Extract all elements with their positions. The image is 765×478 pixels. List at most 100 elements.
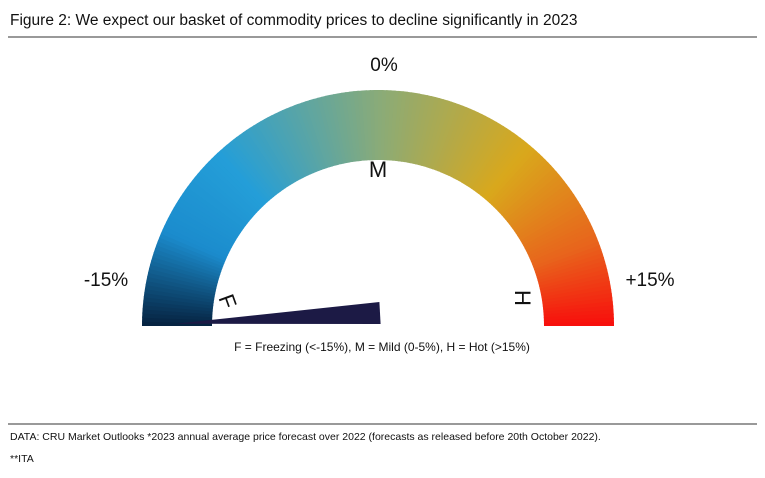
arc-segment [520, 204, 583, 244]
arc-segment [515, 194, 577, 237]
gauge-arc [142, 89, 614, 326]
arc-segment [246, 127, 289, 189]
needle [175, 302, 381, 324]
arc-segment [495, 159, 549, 212]
arc-segment [530, 233, 598, 265]
arc-segment [450, 113, 487, 179]
arc-segment [152, 251, 221, 278]
arc-segment [211, 155, 264, 209]
arc-segment [499, 165, 555, 216]
arc-segment [475, 135, 522, 194]
arc-segment [536, 257, 606, 282]
arc-segment [177, 196, 240, 239]
arc-segment [171, 206, 235, 246]
arc-segment [480, 140, 528, 198]
arc-segment [267, 115, 304, 180]
zone-label: M [369, 157, 387, 182]
arc-segment [205, 161, 260, 213]
arc-segment [305, 99, 331, 169]
arc-segment [453, 115, 490, 180]
arc-segment [282, 108, 314, 175]
arc-segment [361, 90, 371, 161]
arc-segment [527, 222, 593, 257]
arc-segment [537, 260, 607, 284]
arc-segment [525, 218, 591, 255]
zone-note: F = Freezing (<-15%), M = Mild (0-5%), H… [234, 340, 530, 354]
arc-segment [442, 108, 476, 175]
arc-segment [252, 123, 294, 186]
arc-segment [187, 182, 246, 229]
arc-segment [440, 107, 472, 174]
arc-segment [270, 113, 307, 179]
arc-segment [373, 89, 380, 161]
arc-segment [353, 90, 365, 161]
arc-segment [523, 211, 587, 249]
arc-segment [524, 215, 589, 252]
zone-label: H [510, 290, 535, 306]
arc-segment [357, 90, 368, 161]
arc-segment [341, 92, 356, 163]
arc-segment [426, 100, 453, 169]
arc-segment [542, 293, 613, 307]
arc-segment [285, 106, 317, 174]
arc-segment [175, 199, 238, 241]
arc-segment [541, 285, 612, 301]
arc-segment [256, 121, 296, 184]
arc-segment [517, 197, 579, 239]
chart-title: Figure 2: We expect our basket of commod… [10, 12, 577, 29]
arc-segment [349, 91, 362, 162]
arc-segment [249, 125, 291, 187]
arc-segment [208, 158, 262, 211]
arc-segment [320, 95, 342, 165]
arc-segment [173, 203, 237, 243]
arc-segment [521, 208, 586, 247]
arc-segment [535, 253, 605, 279]
arc-segment [337, 92, 353, 163]
arc-segment [157, 236, 225, 267]
arc-segment [151, 255, 220, 281]
arc-segment [345, 91, 359, 162]
arc-segment [154, 244, 223, 272]
arc-segment [539, 268, 609, 290]
arc-segment [182, 189, 243, 234]
arc-segment [235, 134, 282, 194]
arc-segment [324, 94, 345, 165]
tick-label: 0% [370, 55, 398, 76]
arc-segment [420, 98, 445, 167]
arc-segment [199, 167, 256, 218]
arc-segment [510, 183, 570, 230]
arc-segment [518, 200, 581, 242]
arc-segment [512, 187, 573, 232]
arc-segment [543, 305, 614, 316]
arc-segment [214, 152, 266, 207]
arc-segment [312, 97, 336, 167]
arc-segment [473, 132, 518, 193]
arc-segment [289, 105, 320, 173]
arc-segment [293, 103, 323, 172]
arc-segment [232, 136, 279, 196]
arc-segment [470, 130, 515, 191]
arc-segment [534, 249, 603, 276]
arc-segment [508, 180, 568, 227]
arc-segment [226, 141, 275, 199]
arc-segment [458, 119, 498, 183]
arc-segment [432, 102, 460, 171]
arc-segment [540, 280, 611, 299]
arc-segment [489, 150, 540, 206]
arc-segment [189, 179, 248, 227]
arc-segment [229, 139, 277, 197]
arc-segment [180, 193, 241, 236]
arc-segment [260, 118, 299, 183]
arc-segment [468, 128, 511, 189]
arc-segment [538, 264, 608, 287]
arc-segment [297, 102, 325, 171]
arc-segment [486, 147, 537, 204]
arc-segment [540, 276, 610, 296]
arc-segment [455, 117, 494, 182]
arc-segment [463, 123, 505, 186]
footnote: **ITA [10, 453, 34, 465]
arc-segment [301, 101, 328, 170]
arc-segment [513, 190, 575, 234]
arc-segment [543, 309, 614, 319]
